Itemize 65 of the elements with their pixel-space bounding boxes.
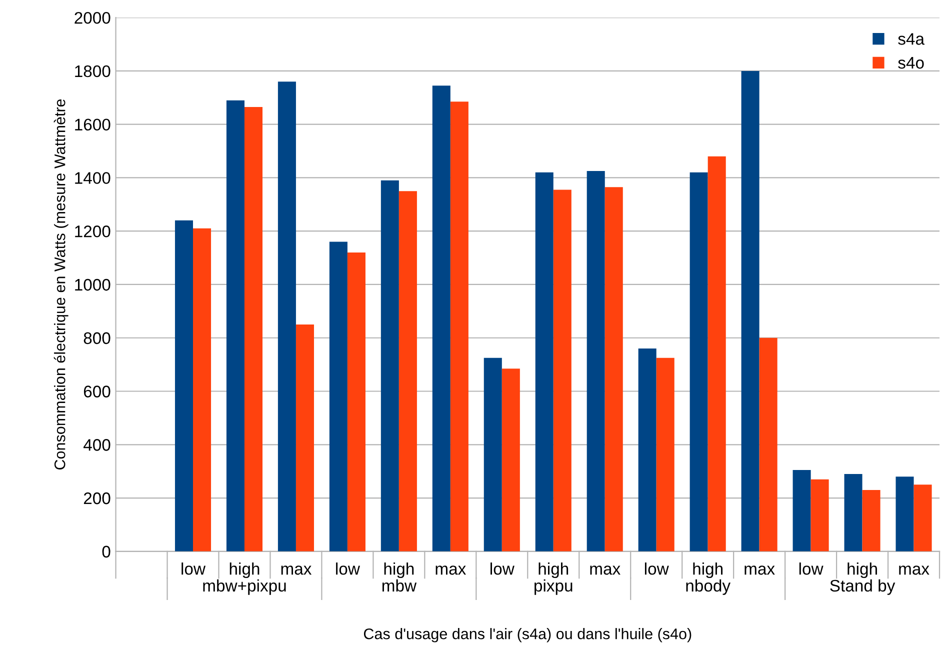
bar <box>844 474 862 552</box>
bar <box>708 156 726 552</box>
bar <box>174 220 194 552</box>
y-tick-label: 2000 <box>74 12 110 24</box>
y-tick-label: 200 <box>84 492 110 504</box>
x-tick-label: low <box>490 562 514 575</box>
bar <box>450 102 468 552</box>
bar <box>484 358 502 552</box>
bar <box>226 100 244 552</box>
bar <box>193 228 212 552</box>
x-tick-label: low <box>644 562 669 575</box>
text: mbw <box>382 579 417 592</box>
bar <box>398 191 417 552</box>
bar <box>244 106 263 552</box>
text: nbody <box>686 579 731 595</box>
bar <box>347 252 366 552</box>
x-tick-label: max <box>281 566 312 575</box>
x-axis-title: Cas d'usage dans l'air (s4a) ou dans l'huile (s4o) <box>364 628 692 642</box>
x-tick-label: low <box>336 562 360 575</box>
bar <box>914 484 932 552</box>
bar <box>604 187 623 552</box>
y-tick-label: 600 <box>84 386 110 398</box>
bar <box>810 479 829 552</box>
bar <box>862 490 880 552</box>
text: mbw+pixpu <box>203 579 286 595</box>
legend-label: s4o <box>898 57 924 69</box>
x-tick-label: low <box>799 562 824 575</box>
y-axis-title: Consommation électrique en Watts (mesure Wattmètre <box>54 99 68 470</box>
bar <box>690 172 708 552</box>
x-tick-label: high <box>230 562 260 578</box>
bar <box>502 368 520 552</box>
y-tick-label: 800 <box>84 332 110 344</box>
bar <box>432 86 450 552</box>
x-tick-label: max <box>590 566 620 575</box>
x-tick-label: high <box>848 562 877 578</box>
x-tick-label: max <box>744 566 775 575</box>
bar <box>278 82 296 552</box>
y-tick-label: 1000 <box>75 278 110 291</box>
y-tick-label: 400 <box>83 439 110 451</box>
bar <box>296 324 314 552</box>
y-tick-label: 1200 <box>75 226 110 238</box>
x-tick-label: high <box>538 562 568 578</box>
x-tick-label: low <box>182 562 206 575</box>
bar <box>553 190 572 552</box>
text: Stand by <box>830 579 896 595</box>
bar <box>329 242 348 552</box>
bar <box>759 338 778 552</box>
y-tick-label: 1400 <box>75 172 110 184</box>
bar <box>741 70 760 552</box>
y-tick-label: 1800 <box>75 65 110 78</box>
bar <box>896 476 914 552</box>
y-tick-label: 0 <box>102 546 110 558</box>
text: pixpu <box>534 579 572 595</box>
legend-label: s4a <box>898 33 925 45</box>
bar <box>535 172 554 552</box>
x-tick-label: max <box>899 566 930 575</box>
x-tick-label: high <box>693 562 723 578</box>
bar <box>380 180 399 552</box>
y-tick-label: 1600 <box>75 118 110 131</box>
x-tick-label: max <box>436 566 466 575</box>
bar <box>586 171 605 552</box>
bar <box>638 348 656 552</box>
bar <box>792 470 811 552</box>
bar <box>656 358 674 552</box>
x-tick-label: high <box>384 562 414 578</box>
